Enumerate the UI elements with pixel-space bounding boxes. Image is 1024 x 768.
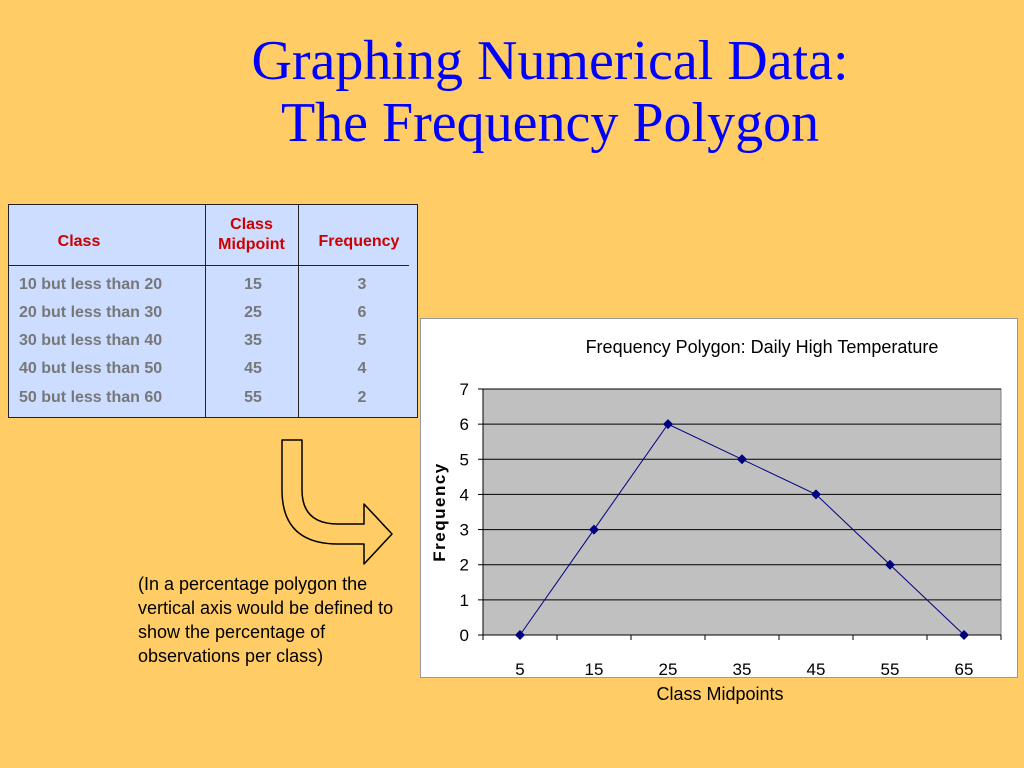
x-tick-label: 65	[955, 660, 974, 679]
cell-class: 40 but less than 50	[19, 360, 163, 377]
chart-x-axis-label: Class Midpoints	[656, 684, 784, 704]
x-tick-label: 25	[659, 660, 678, 679]
chart-svg: Frequency Polygon: Daily High Temperatur…	[430, 337, 1002, 679]
header-midpoint-line2: Midpoint	[218, 236, 285, 253]
y-tick-label: 7	[460, 380, 469, 399]
x-tick-label: 15	[585, 660, 604, 679]
x-tick-label: 5	[515, 660, 524, 679]
cell-class: 30 but less than 40	[19, 332, 163, 349]
chart-title: Frequency Polygon: Daily High Temperatur…	[586, 337, 939, 357]
cell-class: 10 but less than 20	[19, 276, 163, 293]
chart-y-axis-label: Frequency	[430, 462, 449, 561]
y-tick-label: 3	[460, 521, 469, 540]
cell-midpoint: 25	[244, 304, 262, 321]
slide-title-line1: Graphing Numerical Data:	[251, 30, 849, 92]
data-point	[515, 630, 525, 640]
cell-frequency: 4	[357, 360, 367, 377]
x-tick-label: 45	[807, 660, 826, 679]
cell-midpoint: 55	[244, 389, 262, 406]
curved-arrow-icon	[281, 439, 393, 565]
cell-frequency: 5	[357, 332, 367, 349]
data-point	[885, 559, 895, 570]
x-tick-label: 55	[881, 660, 900, 679]
y-tick-label: 0	[460, 626, 469, 645]
y-tick-label: 2	[460, 556, 469, 575]
header-midpoint-line1: Class	[230, 216, 273, 233]
slide-title: Graphing Numerical Data: The Frequency P…	[160, 30, 940, 154]
y-tick-label: 1	[460, 591, 469, 610]
table-divider	[205, 205, 206, 417]
percentage-polygon-note: (In a percentage polygon the vertical ax…	[138, 574, 394, 666]
y-tick-label: 5	[460, 450, 469, 469]
cell-class: 50 but less than 60	[19, 389, 163, 406]
data-point	[737, 454, 747, 465]
cell-midpoint: 35	[244, 332, 262, 349]
frequency-table: Class Class Midpoint Frequency 10 but le…	[8, 204, 418, 418]
header-frequency: Frequency	[318, 233, 400, 250]
y-tick-label: 4	[460, 485, 469, 504]
data-point	[663, 419, 673, 430]
data-point	[811, 489, 821, 500]
slide-title-line2: The Frequency Polygon	[280, 92, 820, 154]
data-point	[589, 524, 599, 535]
cell-frequency: 3	[357, 276, 367, 293]
x-tick-label: 35	[733, 660, 752, 679]
header-midpoint: Class Midpoint	[205, 215, 298, 255]
cell-midpoint: 15	[244, 276, 262, 293]
data-point	[959, 630, 969, 640]
frequency-polygon-chart: Frequency Polygon: Daily High Temperatur…	[420, 318, 1018, 679]
header-class: Class	[57, 233, 101, 250]
cell-class: 20 but less than 30	[19, 304, 163, 321]
table-header-rule	[9, 265, 409, 266]
table-divider	[298, 205, 299, 417]
cell-frequency: 6	[357, 304, 367, 321]
cell-frequency: 2	[357, 389, 367, 406]
plot-area	[482, 388, 1002, 636]
y-tick-label: 6	[460, 415, 469, 434]
cell-midpoint: 45	[244, 360, 262, 377]
